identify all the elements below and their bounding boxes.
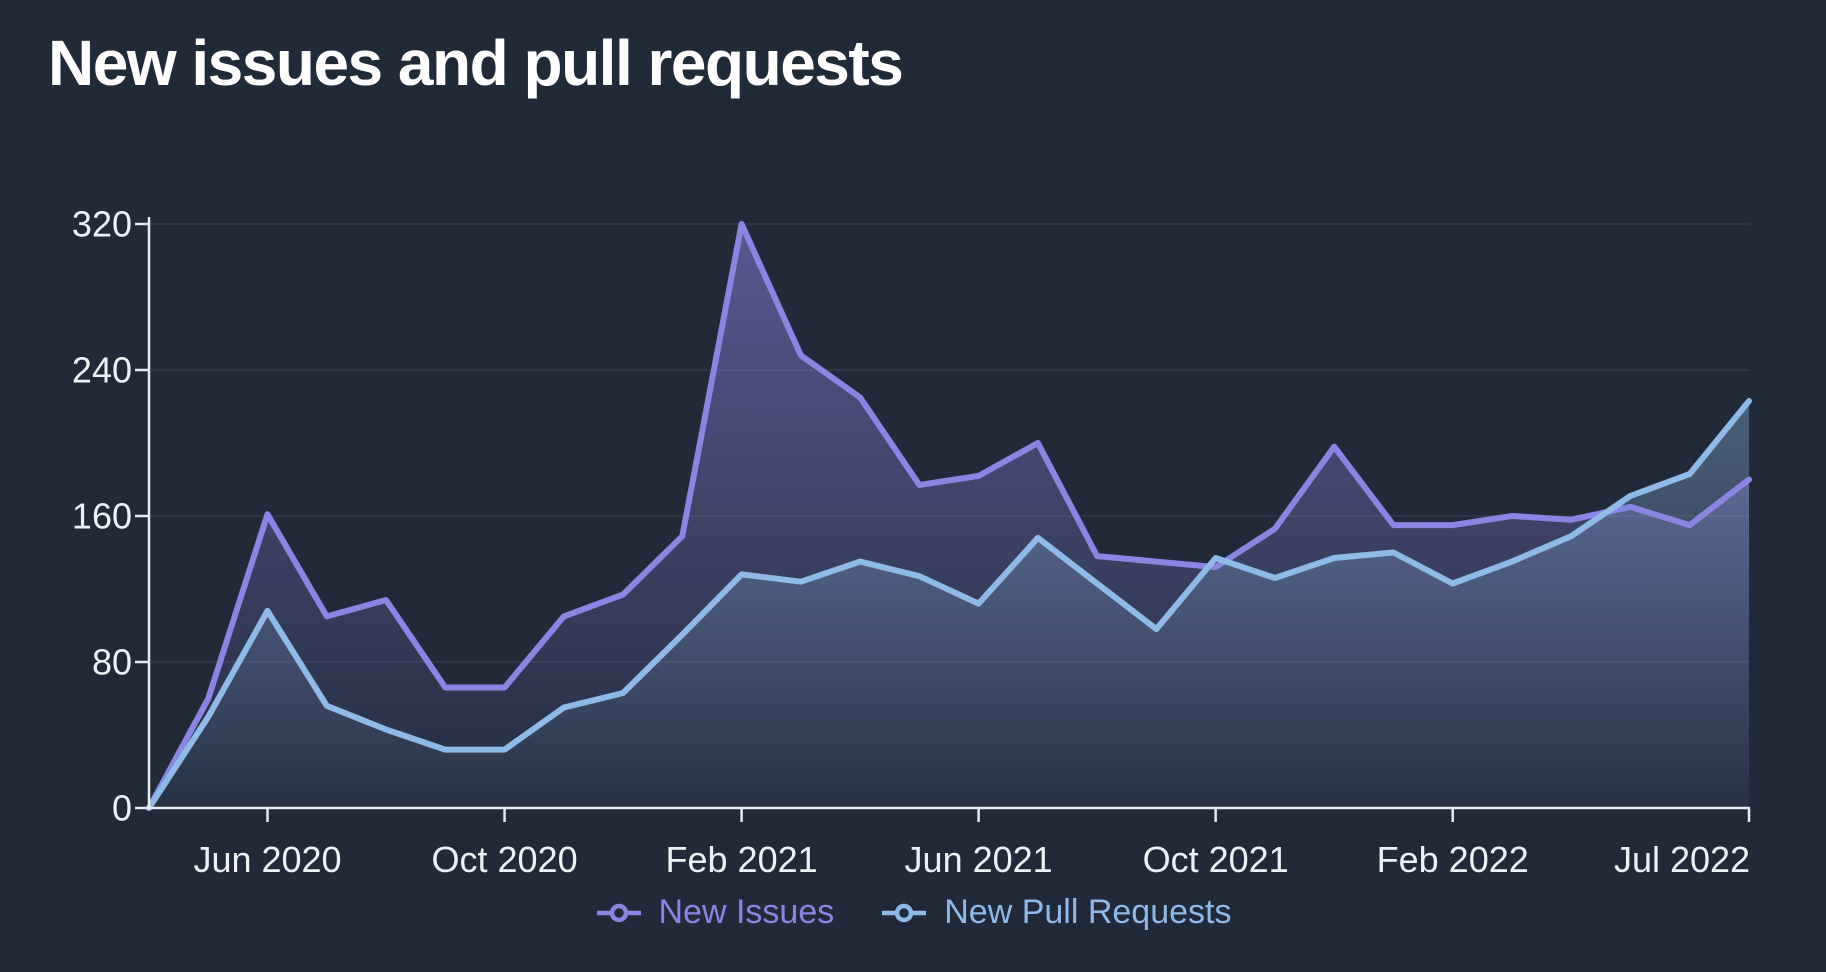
legend-label: New Issues <box>658 893 835 931</box>
y-axis-label: 0 <box>112 788 132 829</box>
chart-title: New issues and pull requests <box>48 27 904 99</box>
y-axis-label: 160 <box>72 496 132 537</box>
legend-item-new-issues[interactable]: New Issues <box>595 893 835 932</box>
legend-label: New Pull Requests <box>944 893 1232 931</box>
x-axis-label: Feb 2021 <box>666 839 818 880</box>
x-axis-label: Oct 2020 <box>432 839 578 880</box>
x-axis-label: Feb 2022 <box>1377 839 1529 880</box>
x-axis-label: Oct 2021 <box>1143 839 1289 880</box>
chart-legend: New Issues New Pull Requests <box>0 893 1826 932</box>
line-series-marker-icon <box>882 903 927 922</box>
line-chart-canvas[interactable]: 0 80 160 240 320 Jun 2020 Oct 2020 Feb 2021 Jun … <box>0 0 1826 890</box>
x-axis-label: Jul 2022 <box>1614 839 1750 880</box>
y-axis-label: 240 <box>72 350 132 391</box>
series-line-new-issues <box>146 221 1752 811</box>
y-axis-label: 80 <box>92 642 132 683</box>
line-series-marker-icon <box>596 903 641 922</box>
x-axis-label: Jun 2021 <box>905 839 1053 880</box>
series-area-new-pull-requests <box>149 401 1749 808</box>
y-axis-label: 320 <box>72 204 132 245</box>
legend-item-new-pull-requests[interactable]: New Pull Requests <box>880 893 1231 932</box>
series-line-new-pull-requests <box>146 398 1752 811</box>
x-axis-label: Jun 2020 <box>193 839 341 880</box>
